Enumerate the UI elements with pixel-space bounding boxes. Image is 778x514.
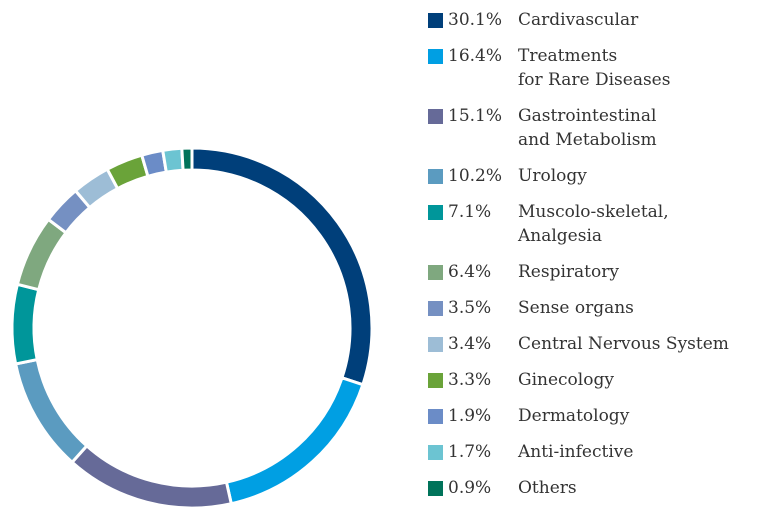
- legend-value: 15.1%: [448, 106, 503, 126]
- legend-label: Treatments for Rare Diseases: [518, 46, 671, 90]
- pie-segment: [69, 443, 234, 510]
- legend-value: 3.4%: [448, 334, 492, 354]
- legend-label: Respiratory: [518, 262, 619, 282]
- legend-item: 1.9% Dermatology: [428, 404, 773, 428]
- legend-swatch: [428, 49, 443, 64]
- pie-segment: [190, 146, 374, 387]
- legend-swatch: [428, 13, 443, 28]
- pie-segment: [224, 375, 365, 506]
- legend-value: 10.2%: [448, 166, 503, 186]
- legend-label: Dermatology: [518, 406, 630, 426]
- legend-item: 15.1% Gastrointestinal and Metabolism: [428, 104, 773, 152]
- legend-label: Sense organs: [518, 298, 634, 318]
- legend-value: 1.7%: [448, 442, 492, 462]
- legend-item: 6.4% Respiratory: [428, 260, 773, 284]
- legend-label: Central Nervous System: [518, 334, 729, 354]
- legend-item: 1.7% Anti-infective: [428, 440, 773, 464]
- legend-value: 7.1%: [448, 202, 492, 222]
- pie-segment: [10, 282, 41, 366]
- pie-segment: [15, 217, 69, 292]
- pie-segment: [161, 146, 185, 174]
- legend-label: Muscolo-skeletal, Analgesia: [518, 202, 669, 246]
- legend-item: 3.5% Sense organs: [428, 296, 773, 320]
- legend-value: 30.1%: [448, 10, 503, 30]
- legend-label: Others: [518, 478, 577, 498]
- legend-swatch: [428, 265, 443, 280]
- legend-label: Cardivascular: [518, 10, 639, 30]
- pie-segment: [180, 146, 194, 172]
- legend: 30.1% Cardivascular 16.4% Treatments for Ra…: [428, 8, 773, 512]
- legend-value: 3.5%: [448, 298, 492, 318]
- legend-label: Urology: [518, 166, 587, 186]
- legend-label: Anti-infective: [518, 442, 634, 462]
- legend-item: 10.2% Urology: [428, 164, 773, 188]
- legend-item: 7.1% Muscolo-skeletal, Analgesia: [428, 200, 773, 248]
- legend-swatch: [428, 409, 443, 424]
- chart: [10, 146, 374, 510]
- legend-value: 3.3%: [448, 370, 492, 390]
- legend-value: 16.4%: [448, 46, 503, 66]
- legend-item: 3.4% Central Nervous System: [428, 332, 773, 356]
- legend-swatch: [428, 169, 443, 184]
- legend-swatch: [428, 481, 443, 496]
- legend-label: Gastrointestinal and Metabolism: [518, 106, 657, 150]
- legend-label: Ginecology: [518, 370, 614, 390]
- legend-value: 0.9%: [448, 478, 492, 498]
- legend-swatch: [428, 205, 443, 220]
- legend-swatch: [428, 109, 443, 124]
- legend-value: 6.4%: [448, 262, 492, 282]
- legend-swatch: [428, 301, 443, 316]
- legend-item: 0.9% Others: [428, 476, 773, 500]
- legend-item: 30.1% Cardivascular: [428, 8, 773, 32]
- legend-item: 3.3% Ginecology: [428, 368, 773, 392]
- legend-item: 16.4% Treatments for Rare Diseases: [428, 44, 773, 92]
- pie-segment: [13, 357, 89, 465]
- legend-value: 1.9%: [448, 406, 492, 426]
- legend-swatch: [428, 337, 443, 352]
- legend-swatch: [428, 373, 443, 388]
- legend-swatch: [428, 445, 443, 460]
